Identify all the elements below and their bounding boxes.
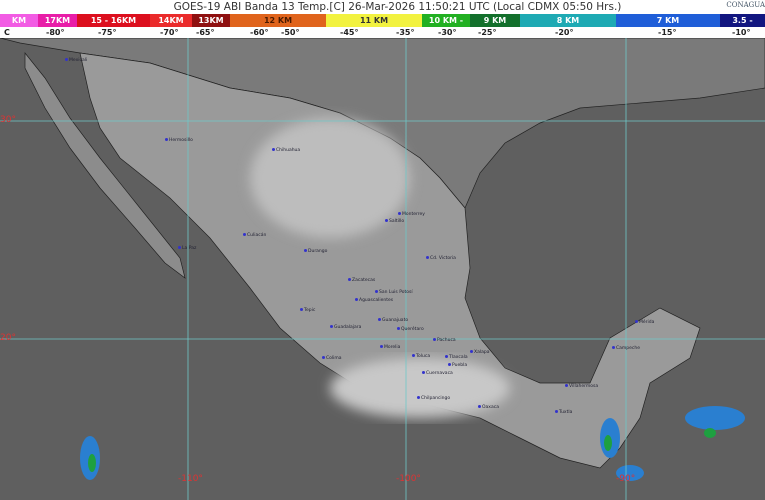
temperature-label: -80°: [46, 28, 65, 37]
city-label: Colima: [322, 356, 342, 361]
mexico-land: [79, 52, 701, 469]
temperature-label: -45°: [340, 28, 359, 37]
lat-label-20: 20°: [0, 333, 16, 343]
city-label: Cuernavaca: [422, 371, 453, 376]
color-scale-segment: 17KM: [38, 14, 77, 27]
city-label: La Paz: [178, 246, 196, 251]
temperature-label: -30°: [438, 28, 457, 37]
color-scale-segment: 13KM: [192, 14, 230, 27]
color-scale-bar: KM 17KM 15 - 16KM 14KM 13KM 12 KM 11 KM 10 KM -…: [0, 14, 765, 27]
city-label: Xalapa: [470, 350, 489, 355]
color-scale-segment: 3.5 -: [720, 14, 765, 27]
city-label: Chihuahua: [272, 148, 300, 153]
satellite-map[interactable]: 30° 20° -110° -100° -90° Mexicali Hermosi…: [0, 38, 765, 500]
city-label: San Luis Potosí: [375, 290, 413, 295]
temperature-label: -20°: [555, 28, 574, 37]
city-label: Hermosillo: [165, 138, 193, 143]
temperature-label: -10°: [732, 28, 751, 37]
city-label: Chilpancingo: [417, 396, 450, 401]
temperature-label: -50°: [281, 28, 300, 37]
map-graphics: [0, 38, 765, 500]
temperature-label: -60°: [250, 28, 269, 37]
color-scale-segment: 14KM: [150, 14, 192, 27]
baja-california: [24, 52, 186, 279]
city-label: Guanajuato: [378, 318, 408, 323]
storm-cells: [80, 406, 745, 481]
city-label: Pachuca: [433, 338, 456, 343]
city-label: Querétaro: [397, 327, 424, 332]
city-label: Tuxtla: [555, 410, 572, 415]
city-label: Puebla: [448, 363, 467, 368]
city-label: Aguascalientes: [355, 298, 393, 303]
temperature-label: -65°: [196, 28, 215, 37]
image-title: GOES-19 ABI Banda 13 Temp.[C] 26-Mar-202…: [0, 0, 765, 14]
city-label: Oaxaca: [478, 405, 499, 410]
cloud-cover: [330, 358, 510, 418]
city-label: Cd. Victoria: [426, 256, 456, 261]
city-label: Campeche: [612, 346, 640, 351]
lon-label-100: -100°: [396, 474, 421, 484]
color-scale-segment: 10 KM -: [422, 14, 470, 27]
city-label: Tlaxcala: [445, 355, 468, 360]
color-scale-segment: 7 KM: [616, 14, 720, 27]
city-label: Monterrey: [398, 212, 425, 217]
color-scale-segment: KM: [0, 14, 38, 27]
lon-label-90: -90°: [616, 474, 636, 484]
city-label: Mexicali: [65, 58, 87, 63]
city-label: Culiacán: [243, 233, 266, 238]
city-label: Mérida: [635, 320, 654, 325]
city-label: Saltillo: [385, 219, 404, 224]
temperature-label: -35°: [396, 28, 415, 37]
grid-lines: [0, 38, 765, 500]
conagua-logo: CONAGUA: [726, 1, 765, 9]
city-label: Morelia: [380, 345, 400, 350]
color-scale-segment: 8 KM: [520, 14, 616, 27]
color-scale-segment: 15 - 16KM: [77, 14, 150, 27]
temperature-label: -75°: [98, 28, 117, 37]
temperature-scale: C -80° -75° -70° -65° -60° -50° -45° -35° -30° -25…: [0, 27, 765, 38]
city-label: Toluca: [412, 354, 430, 359]
color-scale-segment: 11 KM: [326, 14, 422, 27]
color-scale-segment: 12 KM: [230, 14, 326, 27]
city-label: Durango: [304, 249, 327, 254]
city-label: Tepic: [300, 308, 315, 313]
color-scale-segment: 9 KM: [470, 14, 520, 27]
temperature-label: -70°: [160, 28, 179, 37]
temperature-label: -15°: [658, 28, 677, 37]
temperature-label: C: [4, 28, 10, 37]
lat-label-30: 30°: [0, 115, 16, 125]
lon-label-110: -110°: [178, 474, 203, 484]
city-label: Villahermosa: [565, 384, 598, 389]
city-label: Zacatecas: [348, 278, 375, 283]
city-label: Guadalajara: [330, 325, 361, 330]
temperature-label: -25°: [478, 28, 497, 37]
